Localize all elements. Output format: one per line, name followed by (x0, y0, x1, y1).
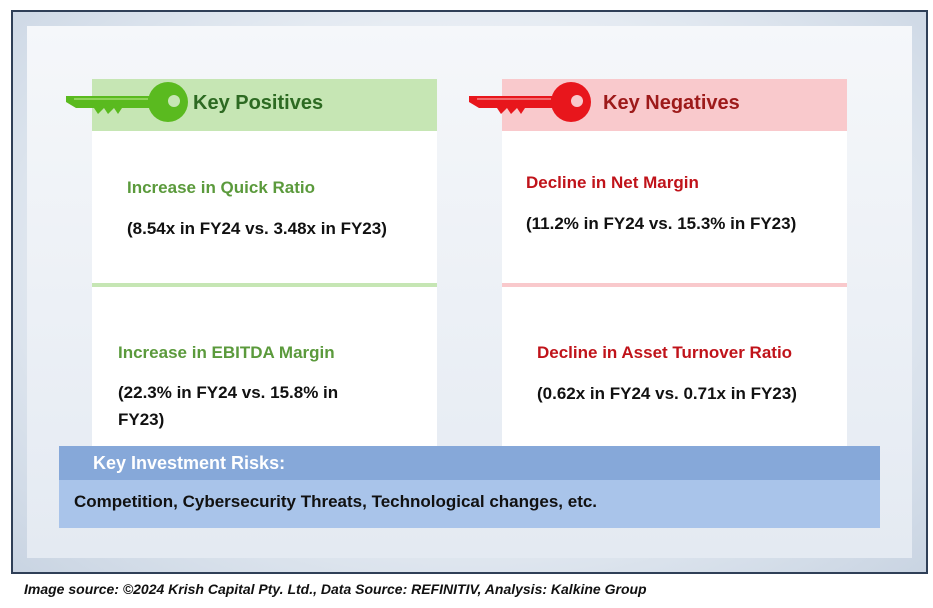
green-key-icon (66, 82, 188, 122)
investment-risks-header: Key Investment Risks: (59, 446, 880, 480)
positive-item-1-detail: (8.54x in FY24 vs. 3.48x in FY23) (127, 219, 387, 238)
positives-panel (92, 131, 437, 446)
positives-header: Key Positives (92, 79, 437, 131)
negative-item-1-title: Decline in Net Margin (526, 173, 699, 192)
positive-item-1-title: Increase in Quick Ratio (127, 178, 316, 197)
negatives-divider (502, 283, 847, 287)
positives-divider (92, 283, 437, 287)
investment-risks-box: Key Investment Risks: Competition, Cyber… (59, 446, 880, 528)
negatives-panel (502, 131, 847, 446)
positives-title: Key Positives (193, 92, 324, 114)
negative-item-1-detail: (11.2% in FY24 vs. 15.3% in FY23) (526, 214, 797, 233)
red-key-icon (469, 82, 591, 122)
positive-item-2-title: Increase in EBITDA Margin (118, 343, 335, 362)
negative-item-2-title: Decline in Asset Turnover Ratio (537, 343, 793, 362)
negatives-title: Key Negatives (603, 92, 740, 114)
negative-item-2-detail: (0.62x in FY24 vs. 0.71x in FY23) (537, 384, 797, 403)
investment-risks-text: Competition, Cybersecurity Threats, Tech… (74, 492, 598, 511)
positive-item-2-detail-line1: (22.3% in FY24 vs. 15.8% in (118, 383, 339, 402)
investment-risks-title: Key Investment Risks: (93, 453, 286, 473)
positive-item-2-detail-line2: FY23) (118, 410, 165, 429)
image-source-caption: Image source: ©2024 Krish Capital Pty. L… (24, 581, 647, 597)
